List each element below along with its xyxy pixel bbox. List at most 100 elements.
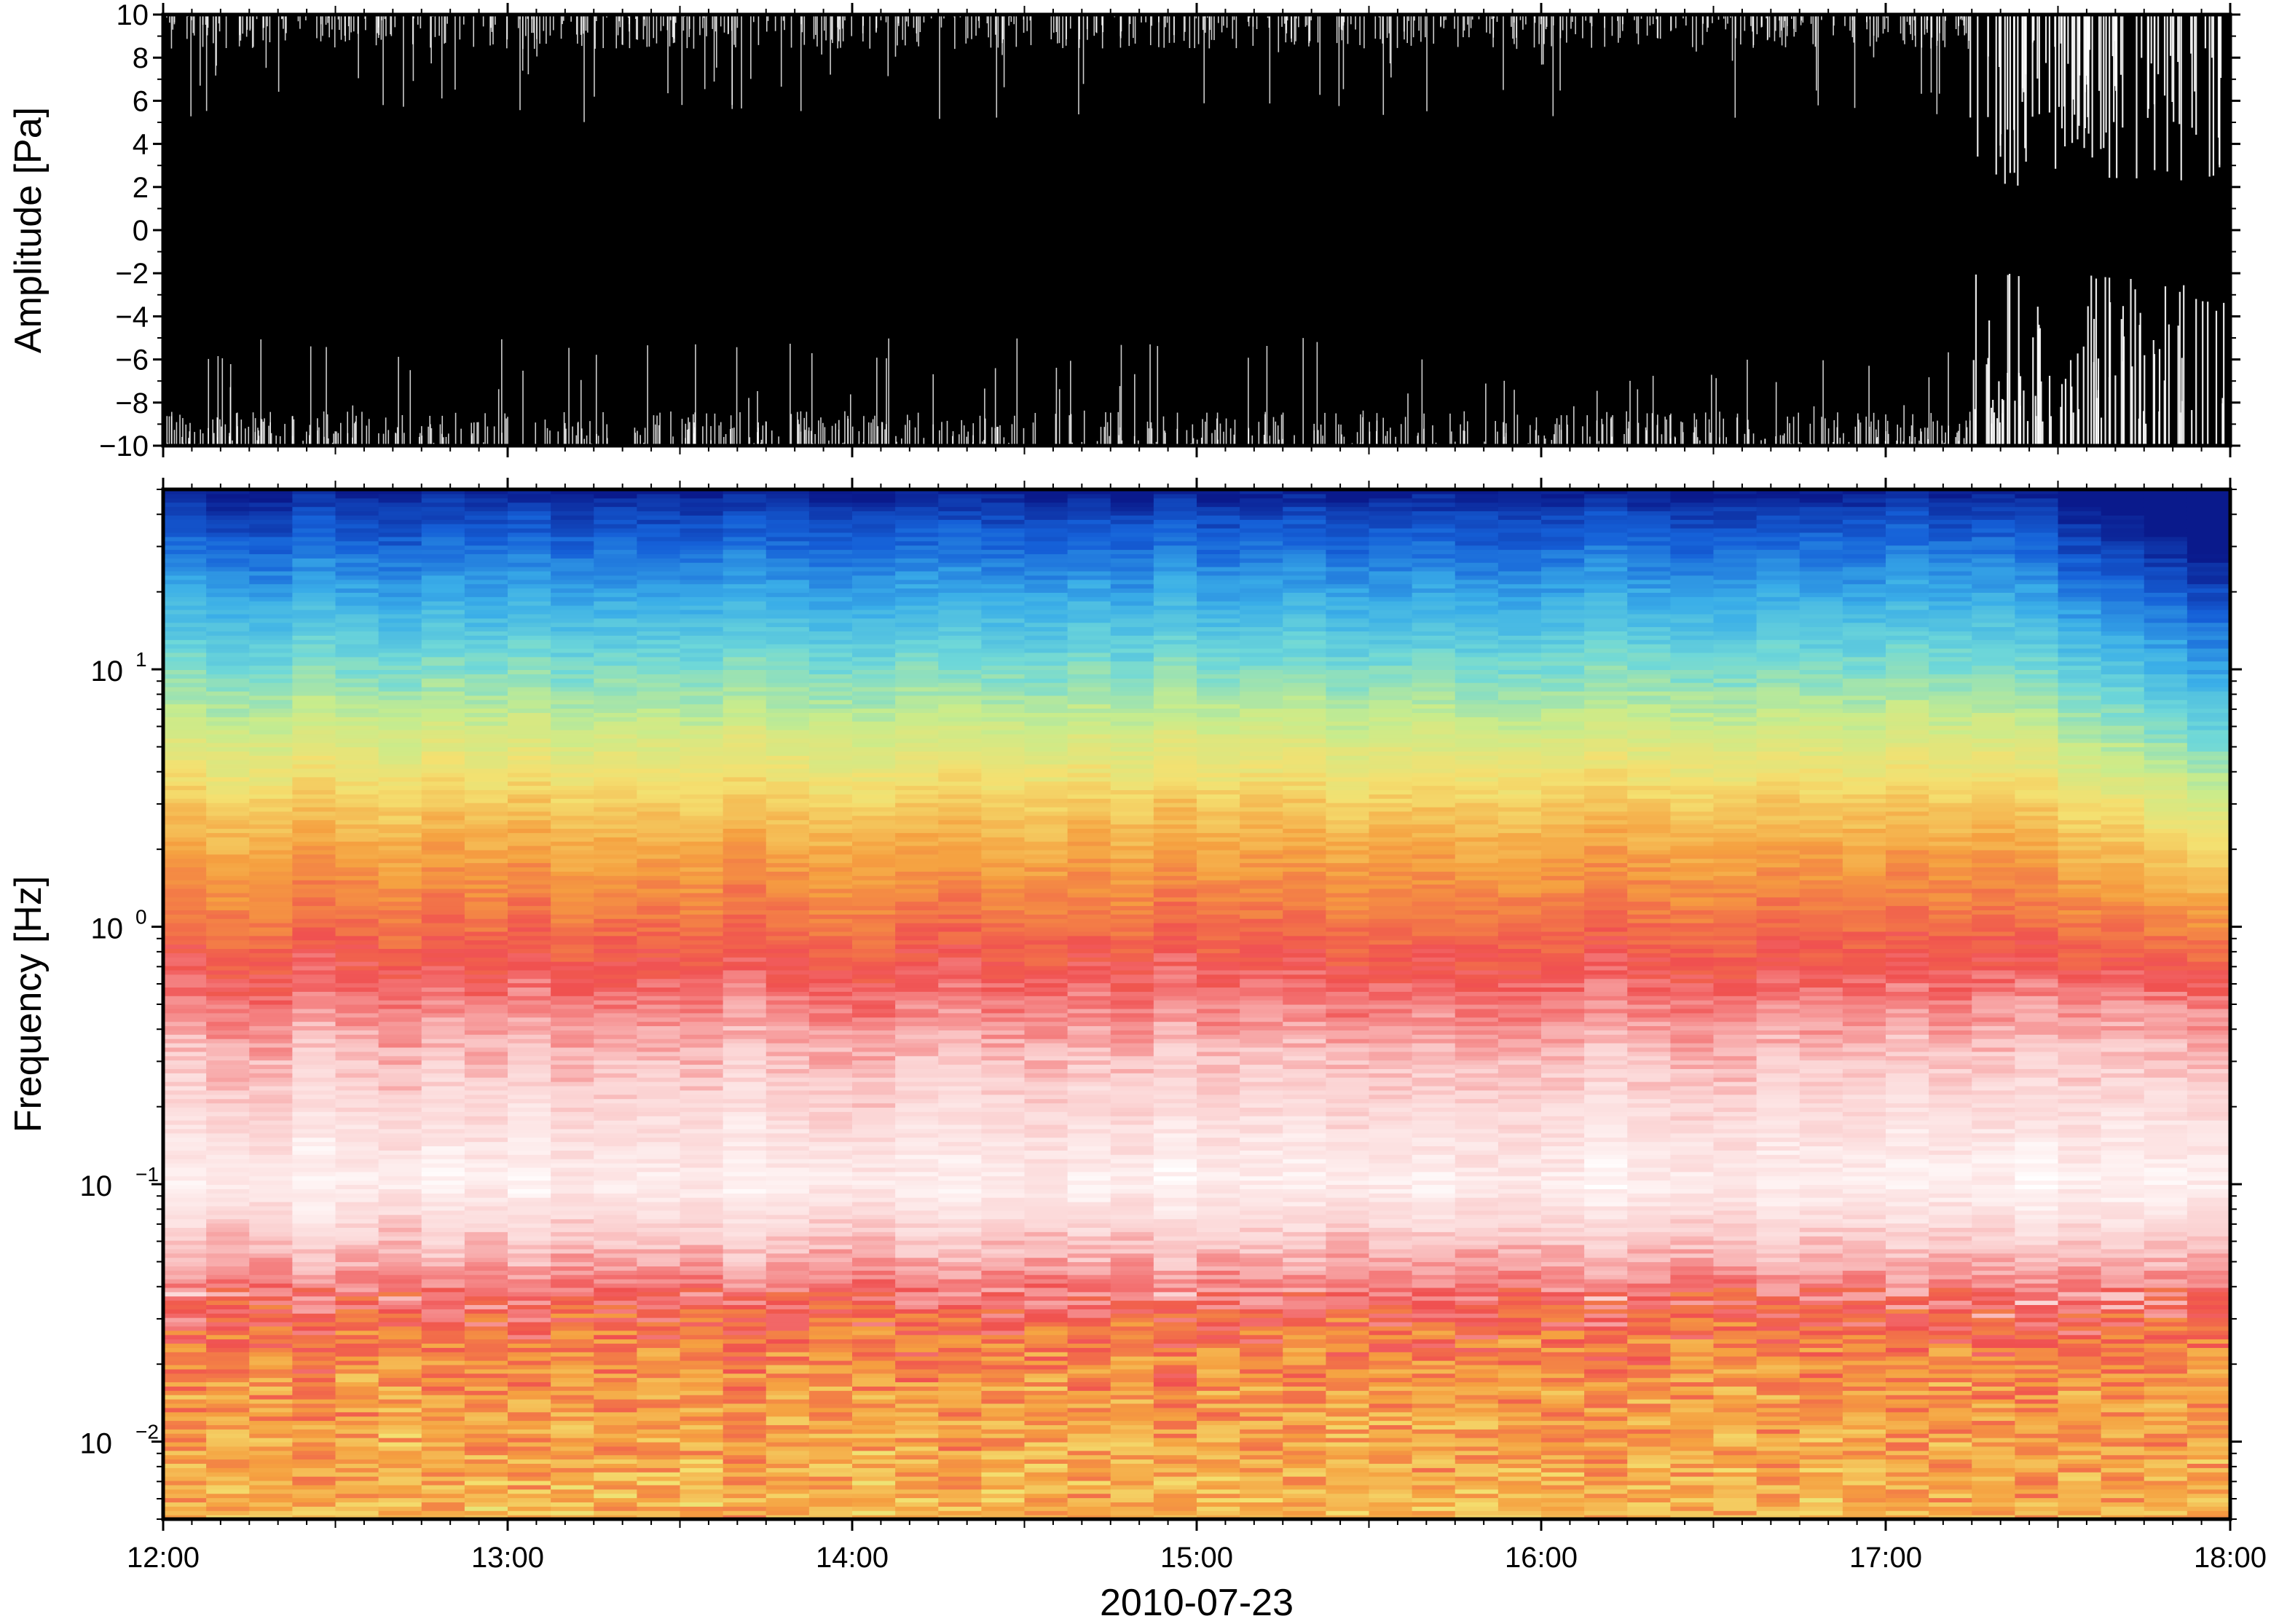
spectrogram-cell xyxy=(206,1454,250,1460)
spectrogram-cell xyxy=(680,1162,724,1168)
spectrogram-cell xyxy=(249,1124,293,1130)
spectrogram-cell xyxy=(335,1227,379,1232)
spectrogram-cell xyxy=(421,854,465,859)
spectrogram-cell xyxy=(594,969,637,975)
spectrogram-cell xyxy=(249,661,293,666)
spectrogram-cell xyxy=(508,944,551,950)
spectrogram-cell xyxy=(163,965,207,971)
spectrogram-cell xyxy=(680,1334,724,1340)
spectrogram-cell xyxy=(163,781,207,787)
spectrogram-cell xyxy=(378,1107,422,1112)
spectrogram-cell xyxy=(680,678,724,683)
spectrogram-cell xyxy=(637,1304,681,1309)
spectrogram-cell xyxy=(249,828,293,833)
spectrogram-cell xyxy=(421,1064,465,1069)
spectrogram-cell xyxy=(551,798,594,803)
spectrogram-cell xyxy=(206,1146,250,1151)
spectrogram-cell xyxy=(249,1497,293,1503)
spectrogram-cell xyxy=(292,1116,336,1121)
spectrogram-cell xyxy=(206,794,250,799)
spectrogram-cell xyxy=(292,1159,336,1164)
spectrogram-cell xyxy=(421,828,465,833)
spectrogram-cell xyxy=(637,1416,681,1422)
spectrogram-cell xyxy=(464,674,508,679)
spectrogram-cell xyxy=(378,647,422,653)
spectrogram-cell xyxy=(680,528,724,533)
spectrogram-cell xyxy=(723,824,767,829)
spectrogram-cell xyxy=(637,969,681,975)
spectrogram-cell xyxy=(464,755,508,760)
spectrogram-cell xyxy=(421,1089,465,1095)
spectrogram-cell xyxy=(723,1510,767,1515)
spectrogram-cell xyxy=(594,760,637,765)
spectrogram-cell xyxy=(249,652,293,658)
spectrogram-cell xyxy=(464,1055,508,1061)
spectrogram-cell xyxy=(292,1489,336,1494)
spectrogram-cell xyxy=(163,987,207,992)
spectrogram-cell xyxy=(508,781,551,787)
spectrogram-cell xyxy=(378,811,422,816)
spectrogram-cell xyxy=(292,837,336,842)
spectrogram-cell xyxy=(378,1313,422,1318)
spectrogram-cell xyxy=(335,1257,379,1263)
spectrogram-cell xyxy=(508,1111,551,1116)
spectrogram-cell xyxy=(508,957,551,962)
spectrogram-cell xyxy=(163,1223,207,1228)
spectrogram-cell xyxy=(508,1368,551,1374)
spectrogram-cell xyxy=(594,729,637,735)
spectrogram-cell xyxy=(594,832,637,837)
spectrogram-cell xyxy=(292,1244,336,1250)
spectrogram-cell xyxy=(551,618,594,623)
spectrogram-cell xyxy=(206,1017,250,1022)
spectrogram-cell xyxy=(292,910,336,915)
spectrogram-cell xyxy=(637,699,681,705)
spectrogram-cell xyxy=(551,1266,594,1271)
spectrogram-cell xyxy=(206,1180,250,1186)
spectrogram-cell xyxy=(206,751,250,756)
spectrogram-cell xyxy=(206,1231,250,1237)
spectrogram-cell xyxy=(594,1205,637,1211)
spectrogram-cell xyxy=(508,1282,551,1288)
spectrogram-cell xyxy=(637,1103,681,1108)
spectrogram-cell xyxy=(206,1433,250,1438)
spectrogram-cell xyxy=(421,1236,465,1241)
spectrogram-cell xyxy=(637,862,681,868)
spectrogram-cell xyxy=(292,1107,336,1112)
spectrogram-cell xyxy=(464,1094,508,1100)
spectrogram-cell xyxy=(637,532,681,537)
spectrogram-cell xyxy=(680,1489,724,1494)
spectrogram-cell xyxy=(464,1497,508,1503)
spectrogram-cell xyxy=(680,519,724,524)
spectrogram-cell xyxy=(249,1390,293,1395)
spectrogram-cell xyxy=(464,1081,508,1087)
spectrogram-cell xyxy=(163,1012,207,1018)
spectrogram-cell xyxy=(378,682,422,687)
spectrogram-cell xyxy=(292,596,336,602)
spectrogram-cell xyxy=(292,862,336,868)
spectrogram-cell xyxy=(206,626,250,632)
spectrogram-cell xyxy=(464,1330,508,1336)
spectrogram-cell xyxy=(723,841,767,846)
spectrogram-cell xyxy=(206,1304,250,1309)
spectrogram-cell xyxy=(680,1004,724,1009)
spectrogram-cell xyxy=(680,1441,724,1447)
spectrogram-cell xyxy=(163,1429,207,1434)
spectrogram-cell xyxy=(335,626,379,632)
spectrogram-cell xyxy=(249,613,293,619)
spectrogram-cell xyxy=(206,1025,250,1030)
spectrogram-cell xyxy=(464,588,508,593)
spectrogram-cell xyxy=(163,1240,207,1245)
spectrogram-cell xyxy=(464,1141,508,1147)
spectrogram-cell xyxy=(163,1132,207,1138)
spectrogram-cell xyxy=(421,1313,465,1318)
spectrogram-cell xyxy=(723,1253,767,1258)
spectrogram-cell xyxy=(206,1356,250,1361)
spectrogram-cell xyxy=(206,532,250,537)
spectrogram-cell xyxy=(421,682,465,687)
spectrogram-cell xyxy=(551,1506,594,1511)
spectrogram-cell xyxy=(551,1073,594,1078)
spectrogram-cell xyxy=(292,1313,336,1318)
spectrogram-cell xyxy=(594,1004,637,1009)
spectrogram-cell xyxy=(680,751,724,756)
spectrogram-cell xyxy=(163,768,207,773)
